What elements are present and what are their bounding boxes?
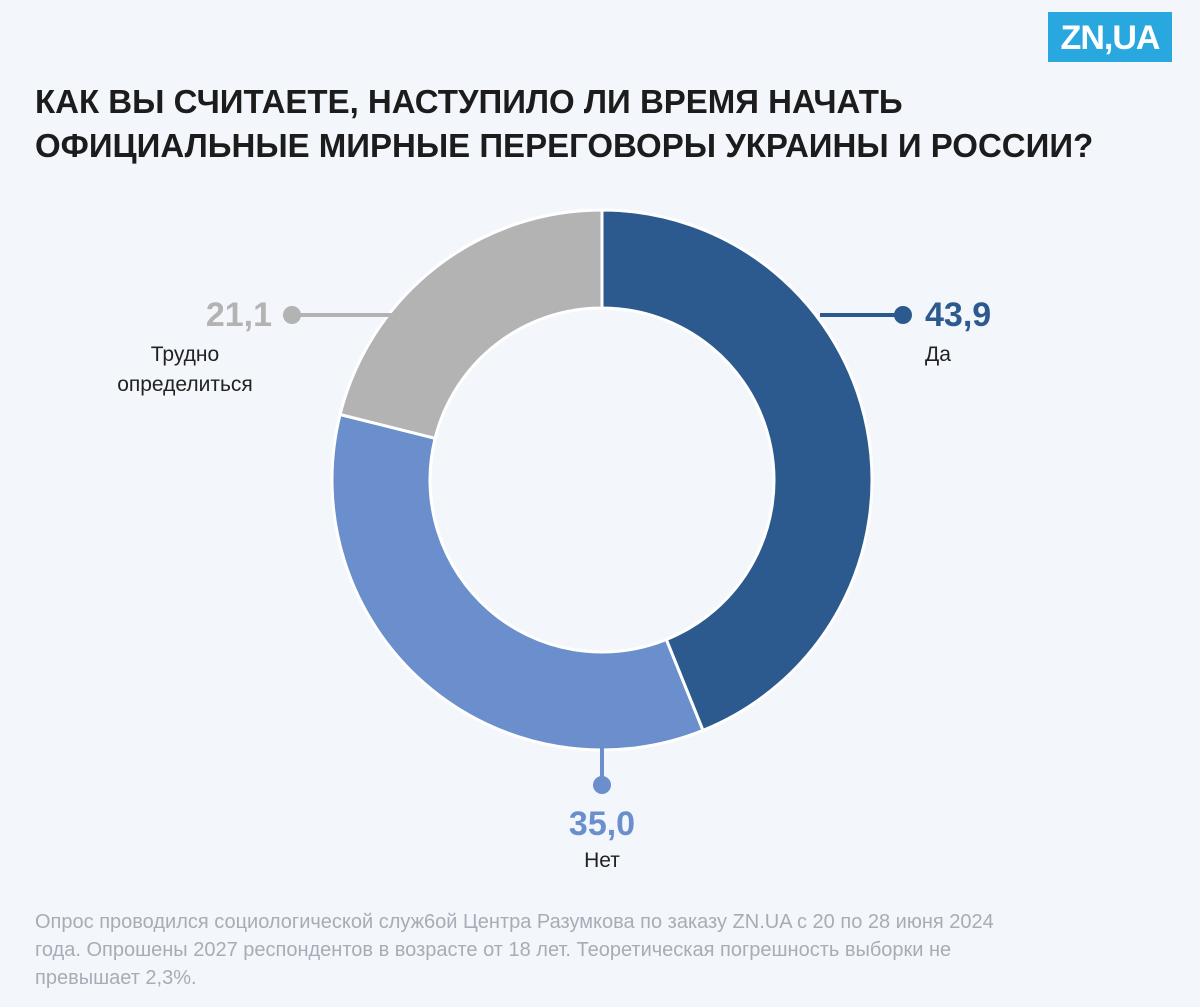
category-label: Нет <box>584 849 620 872</box>
callout-dot <box>894 306 912 324</box>
donut-segment <box>338 208 604 441</box>
donut-segment <box>330 412 705 752</box>
category-label: Да <box>925 343 951 366</box>
logo: ZN,UA <box>1048 12 1172 62</box>
donut-segment <box>600 208 874 733</box>
value-label: 21,1 <box>205 296 272 334</box>
callout-dot <box>283 306 301 324</box>
chart-title: КАК ВЫ СЧИТАЕТЕ, НАСТУПИЛО ЛИ ВРЕМЯ НАЧА… <box>35 83 1094 164</box>
value-label: 35,0 <box>568 805 636 843</box>
callout-dot <box>593 776 611 794</box>
value-label: 43,9 <box>925 296 992 334</box>
footnote: Опрос проводился социологической служ6ой… <box>35 911 994 989</box>
category-label: Трудно определиться <box>117 343 253 396</box>
